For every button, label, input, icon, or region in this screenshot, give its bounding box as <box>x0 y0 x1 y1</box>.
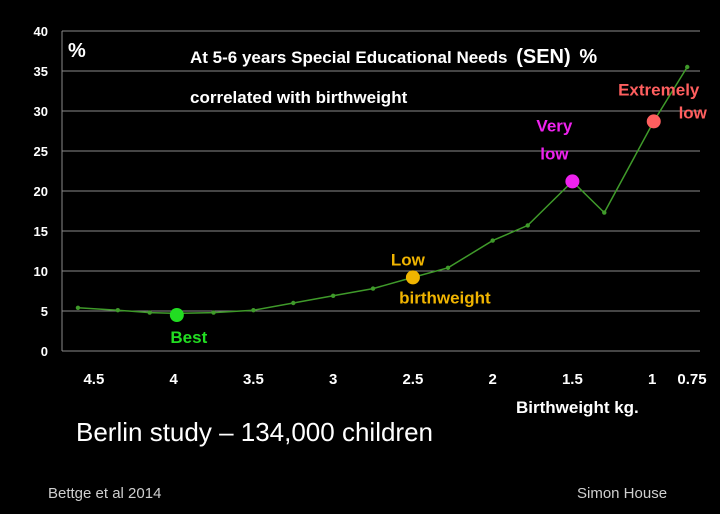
highlight-point <box>405 270 420 285</box>
highlight-point <box>646 114 661 129</box>
x-tick-label: 3.5 <box>243 371 264 388</box>
x-tick-label: 4.5 <box>83 371 104 388</box>
data-point <box>685 64 690 70</box>
study-subtitle: Berlin study – 134,000 children <box>76 417 434 447</box>
highlight-point <box>169 308 184 322</box>
y-tick-label: 20 <box>34 184 48 199</box>
chart-title-line2: correlated with birthweight <box>190 88 408 107</box>
data-point <box>115 308 121 313</box>
credit-source: Bettge et al 2014 <box>48 485 162 502</box>
annotation-layer: Best Low birthweight Very low Extremely low <box>169 80 708 347</box>
annotation-label-line2: low <box>540 144 569 163</box>
data-point <box>147 310 152 315</box>
annotation-label: Extremely <box>618 80 700 99</box>
y-tick-label: 0 <box>41 344 48 359</box>
x-tick-label: 1 <box>648 371 656 388</box>
x-tick-label: 2.5 <box>402 371 423 388</box>
y-tick-label: 30 <box>34 104 48 119</box>
annotation-label-line2: birthweight <box>399 288 491 307</box>
annotation-label: Very <box>536 116 572 135</box>
annotation-label-line2: low <box>679 103 708 122</box>
annotation-label: Best <box>170 328 207 347</box>
axis-layer: 0 5 10 15 20 25 30 35 40 4.5 4 3.5 3 2.5 2 1.5 1 0.75 <box>34 24 707 388</box>
annotation-label: Low <box>391 250 426 269</box>
data-point <box>291 300 296 306</box>
chart-title-line1: At 5-6 years Special Educational Needs <box>190 48 508 67</box>
x-tick-label: 1.5 <box>562 371 583 388</box>
chart-title-sen: (SEN) <box>516 46 571 68</box>
x-axis-label: Birthweight kg. <box>516 398 639 417</box>
y-tick-label: 40 <box>34 24 48 39</box>
grid-layer <box>62 30 700 312</box>
data-point <box>525 223 530 228</box>
chart-title-percent: % <box>579 46 598 68</box>
data-point <box>251 308 256 313</box>
data-point <box>75 305 81 310</box>
highlight-point <box>565 174 580 189</box>
x-tick-label: 3 <box>329 371 337 388</box>
data-point <box>490 238 495 243</box>
x-tick-label: 0.75 <box>677 371 706 388</box>
y-tick-label: 25 <box>34 144 48 159</box>
data-point <box>370 286 376 291</box>
x-tick-label: 2 <box>488 371 496 388</box>
y-tick-label: 10 <box>34 264 48 279</box>
data-point <box>330 293 336 298</box>
y-axis-label: % <box>68 40 86 62</box>
credit-author: Simon House <box>577 485 668 502</box>
y-tick-label: 5 <box>41 304 48 319</box>
x-tick-label: 4 <box>169 371 178 388</box>
y-tick-label: 15 <box>34 224 48 239</box>
y-tick-label: 35 <box>34 64 48 79</box>
data-point <box>445 265 451 270</box>
data-point <box>602 210 607 215</box>
data-point <box>211 310 216 315</box>
chart-title: At 5-6 years Special Educational Needs (… <box>190 46 597 69</box>
